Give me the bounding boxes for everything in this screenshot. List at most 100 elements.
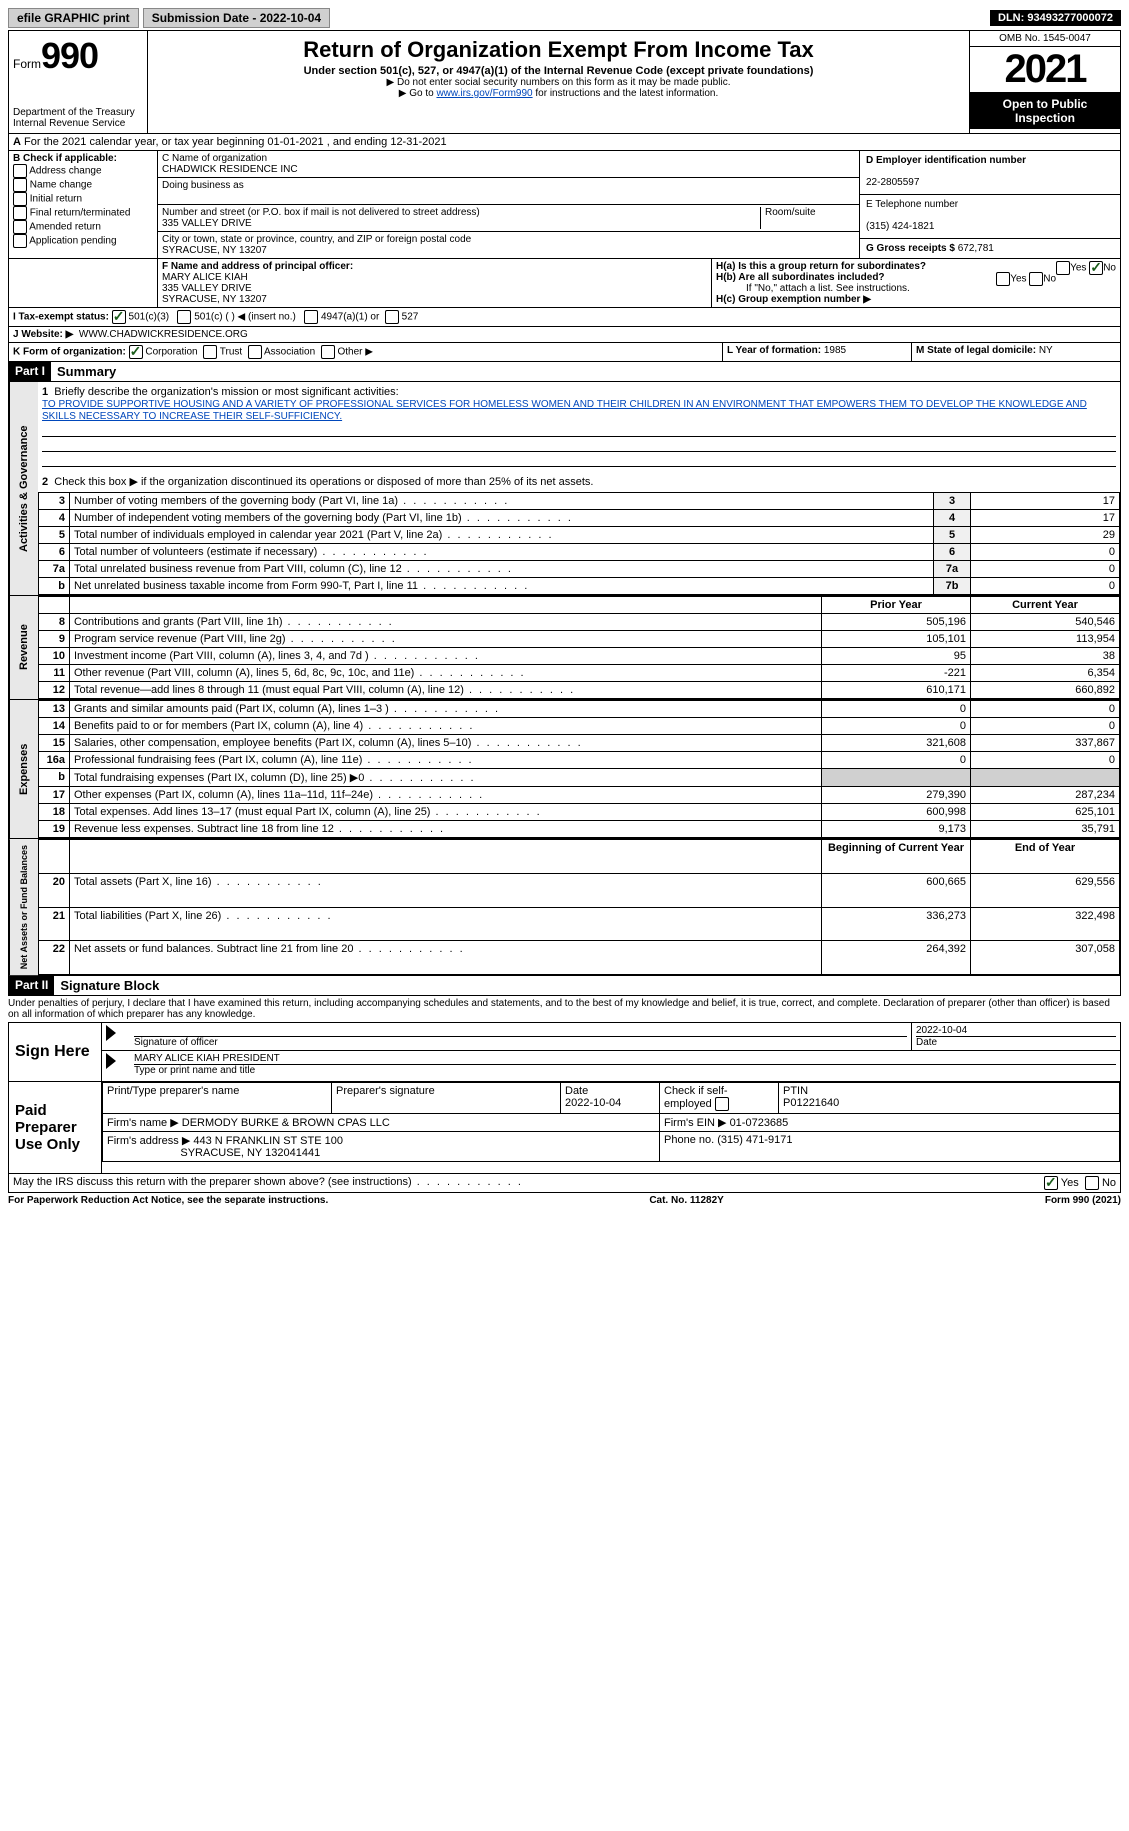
firm-name-label: Firm's name ▶ [107,1117,179,1129]
part2-title: Signature Block [54,976,165,995]
501c3-checkbox[interactable] [112,310,126,324]
ha-no-checkbox[interactable] [1089,261,1103,275]
netassets-table: Beginning of Current YearEnd of Year20To… [38,839,1120,975]
hc-label: H(c) Group exemption number ▶ [716,294,871,305]
4947-checkbox[interactable] [304,310,318,324]
netassets-block: Net Assets or Fund Balances Beginning of… [8,839,1121,976]
firm-ein: 01-0723685 [730,1117,789,1129]
phone-label: E Telephone number [866,199,958,210]
form-prefix: Form [13,57,41,71]
other-checkbox[interactable] [321,345,335,359]
form-number: 990 [41,35,98,76]
sig-officer-label: Signature of officer [134,1036,907,1048]
yes-label2: Yes [1010,274,1026,285]
officer-addr2: SYRACUSE, NY 13207 [162,294,267,305]
sign-here-block: Sign Here Signature of officer 2022-10-0… [8,1022,1121,1082]
line-a: A For the 2021 calendar year, or tax yea… [8,134,1121,151]
officer-name: MARY ALICE KIAH [162,272,248,283]
irs-label: Internal Revenue Service [13,118,143,129]
self-emp-checkbox[interactable] [715,1097,729,1111]
mission-text: TO PROVIDE SUPPORTIVE HOUSING AND A VARI… [42,399,1087,422]
year-formation: 1985 [824,345,846,356]
phone-value: (315) 424-1821 [866,221,934,232]
addr-label: Number and street (or P.O. box if mail i… [162,207,480,218]
hb-yes-checkbox[interactable] [996,272,1010,286]
dept-treasury: Department of the Treasury [13,107,143,118]
amended-checkbox[interactable] [13,220,27,234]
tax-exempt-row: I Tax-exempt status: 501(c)(3) 501(c) ( … [8,308,1121,327]
trust-checkbox[interactable] [203,345,217,359]
discuss-text: May the IRS discuss this return with the… [13,1176,1044,1190]
tax-year: 2021 [970,47,1120,93]
firm-addr2: SYRACUSE, NY 132041441 [180,1147,320,1159]
expenses-table: 13Grants and similar amounts paid (Part … [38,700,1120,838]
part1-label: Part I [9,362,51,381]
discuss-no-checkbox[interactable] [1085,1176,1099,1190]
firm-name: DERMODY BURKE & BROWN CPAS LLC [182,1117,390,1129]
efile-button[interactable]: efile GRAPHIC print [8,8,139,28]
prep-name-label: Print/Type preparer's name [107,1085,239,1097]
expenses-block: Expenses 13Grants and similar amounts pa… [8,700,1121,839]
footer-mid: Cat. No. 11282Y [649,1195,723,1206]
opt-501c3: 501(c)(3) [129,312,170,323]
hb-no-checkbox[interactable] [1029,272,1043,286]
ha-yes-checkbox[interactable] [1056,261,1070,275]
no-label2: No [1043,274,1056,285]
yes-label: Yes [1070,263,1086,274]
part1-header: Part I Summary [8,362,1121,382]
ssn-note: ▶ Do not enter social security numbers o… [152,77,965,88]
opt-527: 527 [402,312,419,323]
final-return-checkbox[interactable] [13,206,27,220]
addr-change-checkbox[interactable] [13,164,27,178]
footer: For Paperwork Reduction Act Notice, see … [8,1193,1121,1208]
prep-date-label: Date [565,1085,588,1097]
hb-label: H(b) Are all subordinates included? [716,272,885,283]
opt-501c: 501(c) ( ) ◀ (insert no.) [194,312,296,323]
initial-return-checkbox[interactable] [13,192,27,206]
name-change-checkbox[interactable] [13,178,27,192]
assoc-checkbox[interactable] [248,345,262,359]
amended-label: Amended return [29,222,101,233]
prep-sig-label: Preparer's signature [336,1085,435,1097]
prep-date: 2022-10-04 [565,1097,621,1109]
sig-date: 2022-10-04 [916,1025,967,1036]
officer-print-name: MARY ALICE KIAH PRESIDENT [134,1053,280,1064]
part2-header: Part II Signature Block [8,976,1121,996]
website-value: WWW.CHADWICKRESIDENCE.ORG [79,329,248,340]
opt-trust: Trust [220,347,242,358]
i-label: I Tax-exempt status: [13,312,109,323]
footer-right: Form 990 (2021) [1045,1195,1121,1206]
firm-ein-label: Firm's EIN ▶ [664,1117,727,1129]
l-label: L Year of formation: [727,345,821,356]
firm-addr1: 443 N FRANKLIN ST STE 100 [193,1135,343,1147]
city-state-zip: SYRACUSE, NY 13207 [162,245,267,256]
gross-receipts: 672,781 [958,243,994,254]
penalty-text: Under penalties of perjury, I declare th… [8,996,1121,1022]
expenses-tab: Expenses [9,700,38,838]
irs-link[interactable]: www.irs.gov/Form990 [436,88,532,99]
app-pending-checkbox[interactable] [13,234,27,248]
sign-here-label: Sign Here [9,1023,102,1081]
name-label: C Name of organization [162,153,267,164]
goto-post: for instructions and the latest informat… [533,88,719,99]
street-address: 335 VALLEY DRIVE [162,218,252,229]
revenue-tab: Revenue [9,596,38,699]
initial-return-label: Initial return [30,194,82,205]
ein-label: D Employer identification number [866,155,1026,166]
room-label: Room/suite [765,207,816,218]
discuss-yes: Yes [1061,1177,1079,1189]
officer-addr1: 335 VALLEY DRIVE [162,283,252,294]
corp-checkbox[interactable] [129,345,143,359]
527-checkbox[interactable] [385,310,399,324]
app-pending-label: Application pending [29,236,116,247]
form-header: Form990 Department of the Treasury Inter… [8,30,1121,134]
preparer-block: Paid Preparer Use Only Print/Type prepar… [8,1082,1121,1174]
footer-left: For Paperwork Reduction Act Notice, see … [8,1195,328,1206]
state-domicile: NY [1039,345,1053,356]
ein-value: 22-2805597 [866,177,919,188]
form-title: Return of Organization Exempt From Incom… [152,37,965,63]
discuss-yes-checkbox[interactable] [1044,1176,1058,1190]
501c-checkbox[interactable] [177,310,191,324]
k-label: K Form of organization: [13,347,126,358]
gross-label: G Gross receipts $ [866,243,955,254]
